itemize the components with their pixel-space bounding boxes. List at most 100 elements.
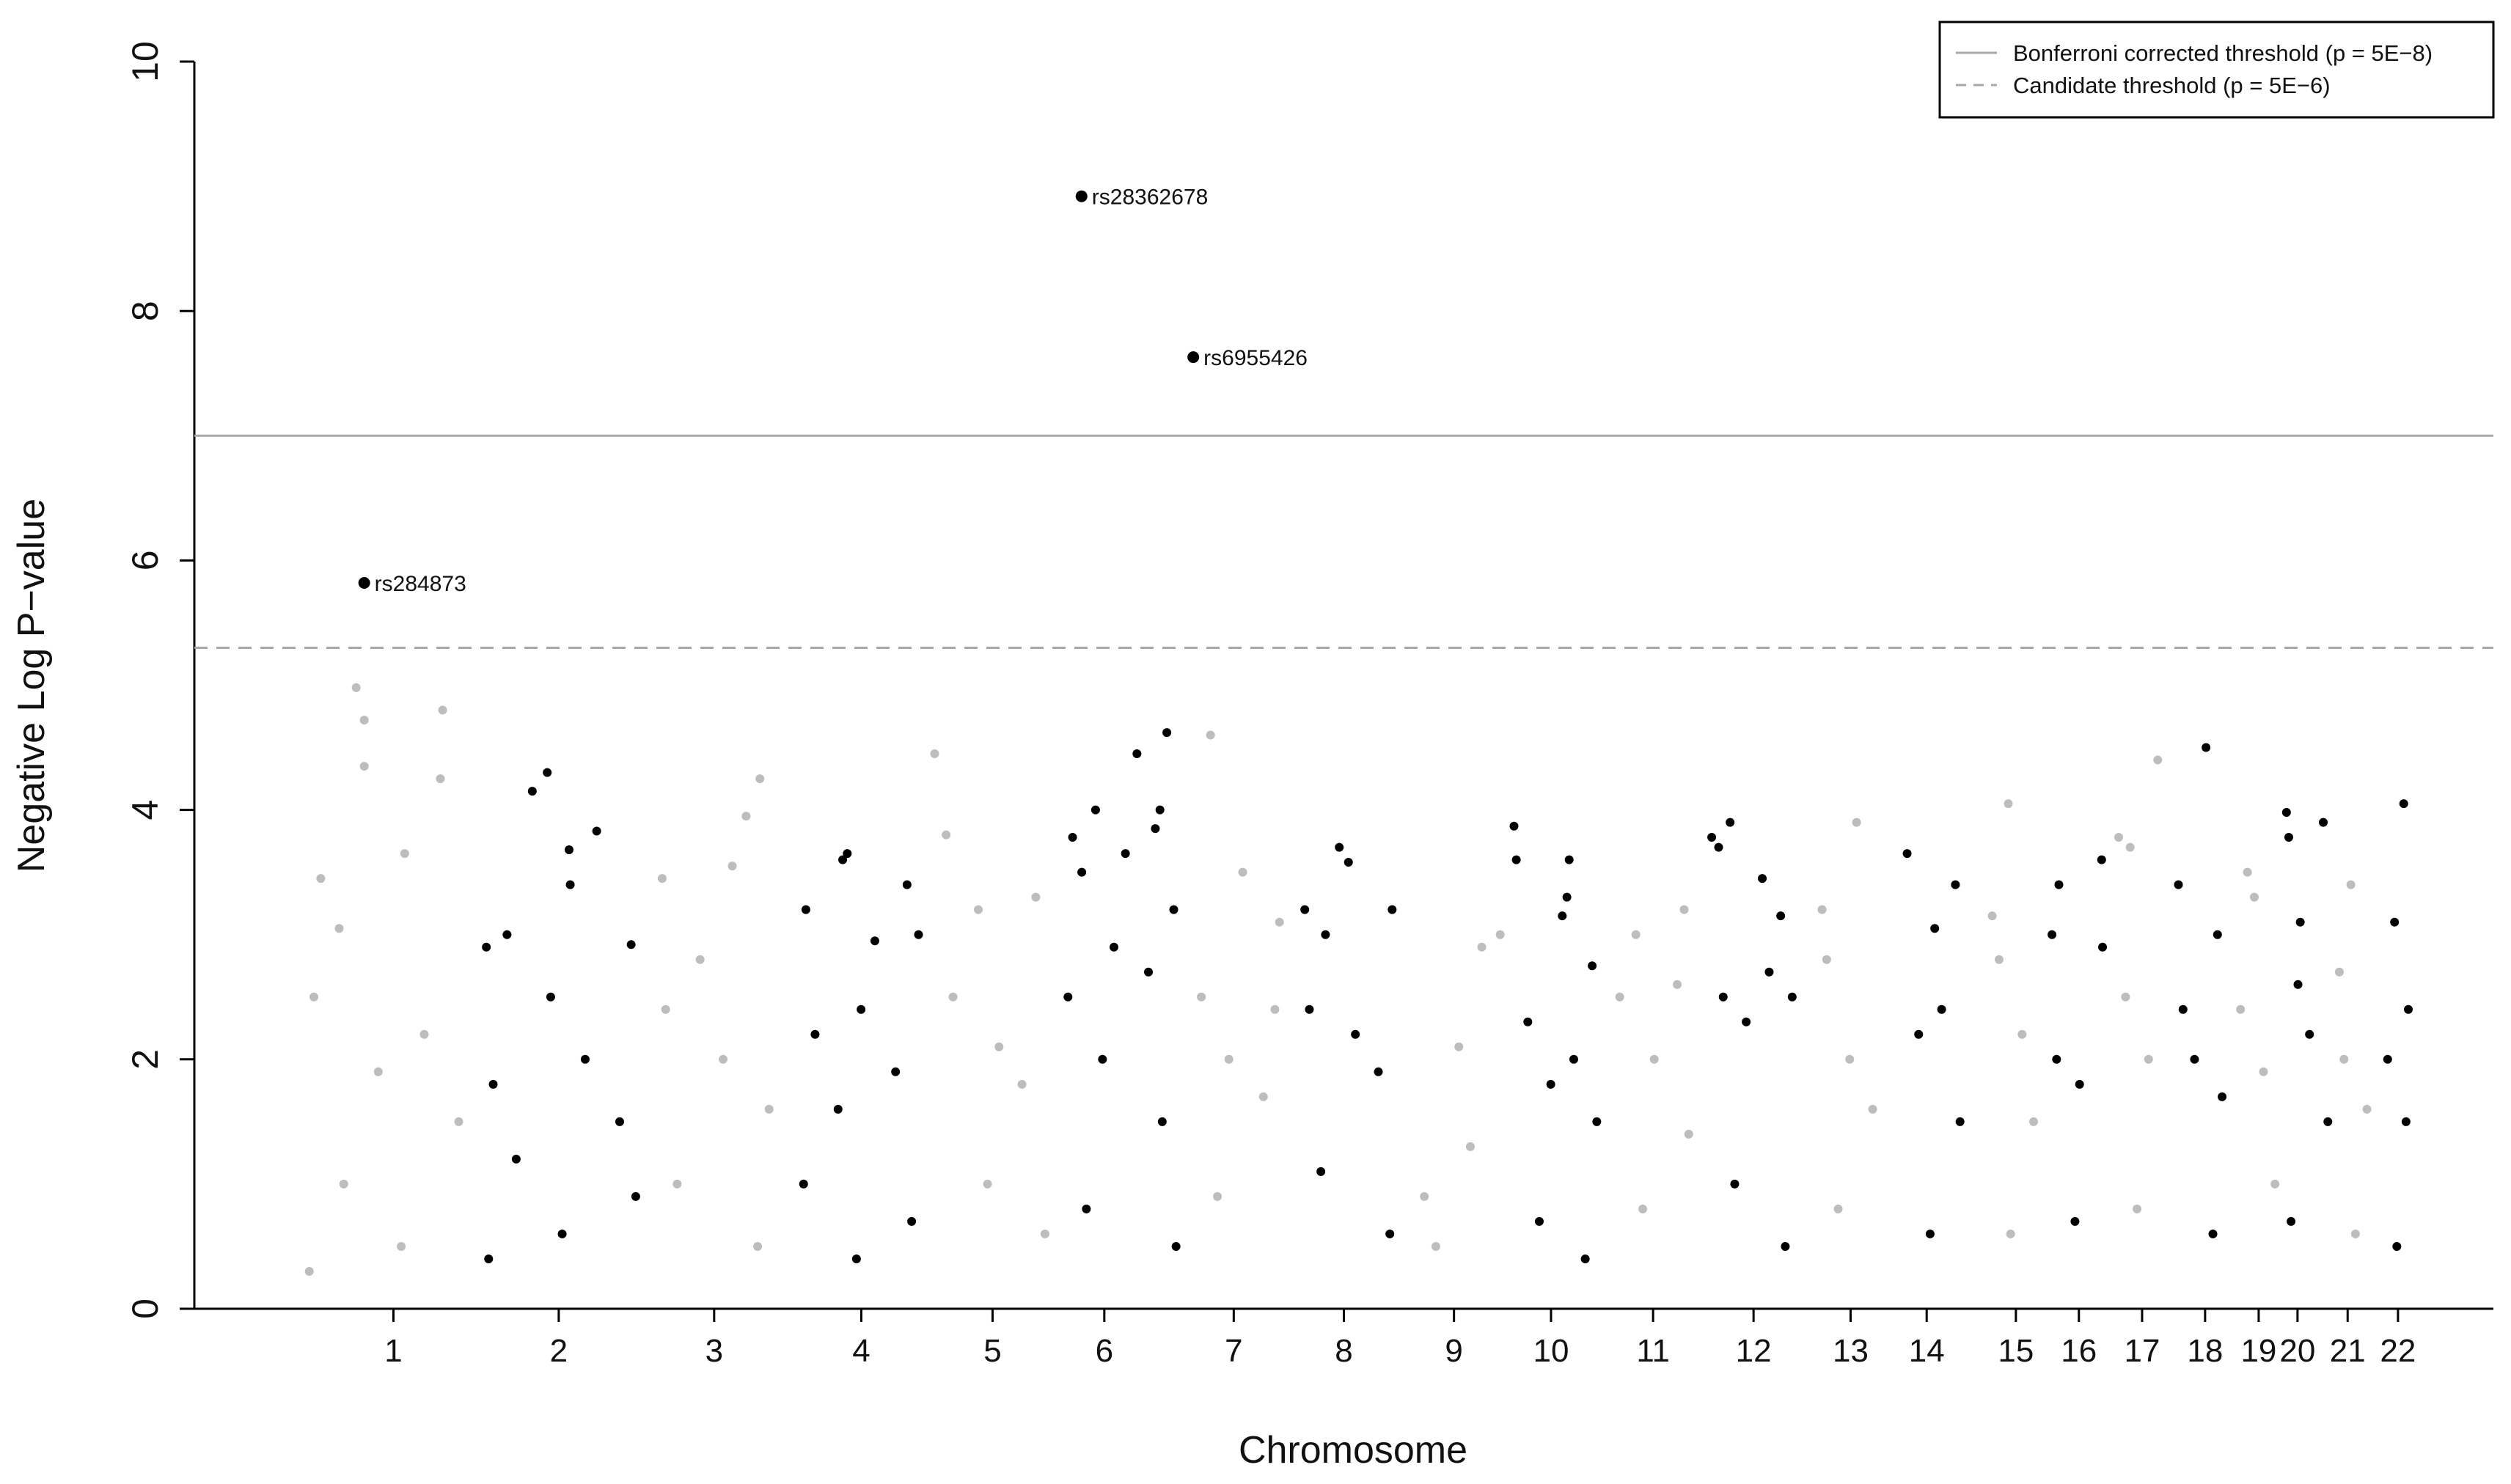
- snp-point: [1040, 1229, 1049, 1238]
- snp-point: [1592, 1117, 1602, 1126]
- snp-point: [1270, 1004, 1280, 1014]
- snp-point: [799, 1179, 808, 1189]
- snp-point: [2144, 1054, 2153, 1064]
- snp-point: [1098, 1054, 1107, 1064]
- snp-point: [1213, 1191, 1222, 1201]
- snp-point: [2350, 1229, 2360, 1238]
- snp-point: [1082, 1204, 1091, 1213]
- snp-point: [1569, 1054, 1578, 1064]
- snp-point: [930, 749, 939, 759]
- snp-point: [810, 1029, 820, 1039]
- annotated-snp: [1187, 351, 1200, 364]
- snp-point: [1781, 1241, 1790, 1251]
- snp-point: [1063, 992, 1073, 1002]
- snp-point: [851, 1254, 861, 1263]
- snp-point: [983, 1179, 992, 1189]
- snp-point: [1638, 1204, 1648, 1213]
- snp-point: [1726, 818, 1735, 827]
- y-tick-label: 6: [125, 550, 166, 570]
- snp-point: [2017, 1029, 2027, 1039]
- x-tick-label: 9: [1445, 1333, 1462, 1369]
- x-tick-label: 17: [2124, 1333, 2160, 1369]
- snp-point: [1300, 905, 1310, 914]
- snp-point: [1845, 1054, 1855, 1064]
- snp-point: [334, 924, 344, 933]
- snp-point: [1631, 930, 1641, 939]
- snp-point: [543, 768, 552, 777]
- snp-point: [727, 862, 737, 871]
- x-tick-label: 21: [2330, 1333, 2366, 1369]
- snp-point: [2236, 1004, 2246, 1014]
- snp-point: [1546, 1079, 1555, 1089]
- x-tick-label: 8: [1335, 1333, 1352, 1369]
- y-tick-label: 0: [125, 1298, 166, 1319]
- snp-point: [1951, 880, 1960, 889]
- snp-point: [902, 880, 912, 889]
- snp-point: [2125, 842, 2135, 852]
- snp-point: [870, 936, 879, 946]
- x-tick-label: 7: [1225, 1333, 1242, 1369]
- x-tick-label: 22: [2380, 1333, 2416, 1369]
- snp-point: [2249, 892, 2259, 902]
- snp-point: [2319, 818, 2328, 827]
- snp-point: [1930, 924, 1940, 933]
- snp-point: [1321, 930, 1330, 939]
- snp-point: [2097, 855, 2106, 864]
- snp-point: [1374, 1067, 1383, 1076]
- snp-point: [801, 905, 810, 914]
- legend: Bonferroni corrected threshold (p = 5E−8…: [1938, 21, 2495, 119]
- snp-point: [2004, 799, 2013, 809]
- x-tick-label: 14: [1909, 1333, 1945, 1369]
- snp-point: [1197, 992, 1206, 1002]
- snp-point: [833, 1104, 843, 1114]
- snp-point: [1090, 805, 1100, 815]
- snp-point: [2339, 1054, 2349, 1064]
- snp-point: [994, 1042, 1004, 1051]
- snp-point: [1144, 967, 1154, 977]
- snp-point: [1822, 955, 1831, 964]
- snp-label: rs6955426: [1203, 346, 1308, 370]
- snp-point: [1730, 1179, 1740, 1189]
- snp-point: [1987, 911, 1997, 921]
- x-tick-label: 5: [983, 1333, 1001, 1369]
- snp-point: [1477, 942, 1487, 952]
- snp-point: [1714, 842, 1723, 852]
- snp-point: [857, 1004, 866, 1014]
- x-tick-label: 20: [2279, 1333, 2315, 1369]
- snp-point: [914, 930, 923, 939]
- snp-point: [1420, 1191, 1429, 1201]
- snp-point: [1155, 805, 1165, 815]
- snp-point: [482, 942, 491, 952]
- snp-point: [1162, 728, 1172, 738]
- snp-point: [2202, 743, 2211, 752]
- snp-label: rs28362678: [1092, 186, 1208, 210]
- snp-point: [2392, 1241, 2402, 1251]
- snp-point: [304, 1266, 314, 1276]
- y-tick-label: 10: [125, 41, 166, 82]
- x-tick-label: 4: [852, 1333, 870, 1369]
- snp-point: [359, 762, 369, 771]
- snp-point: [339, 1179, 348, 1189]
- x-tick-label: 16: [2061, 1333, 2097, 1369]
- y-axis-label: Negative Log P−value: [10, 499, 53, 873]
- snp-point: [2270, 1179, 2280, 1189]
- snp-point: [2243, 867, 2252, 877]
- x-tick-label: 13: [1833, 1333, 1869, 1369]
- snp-point: [1121, 849, 1130, 859]
- y-tick-label: 2: [125, 1049, 166, 1070]
- snp-point: [1673, 980, 1682, 989]
- snp-point: [2399, 799, 2408, 809]
- snp-point: [1509, 821, 1519, 831]
- snp-point: [1157, 1117, 1167, 1126]
- snp-point: [942, 830, 951, 840]
- snp-point: [1031, 892, 1041, 902]
- snp-point: [1852, 818, 1861, 827]
- snp-point: [2259, 1067, 2268, 1076]
- snp-point: [419, 1029, 429, 1039]
- snp-point: [1151, 824, 1160, 834]
- snp-point: [2362, 1104, 2372, 1114]
- snp-point: [2401, 1117, 2411, 1126]
- snp-point: [2213, 930, 2222, 939]
